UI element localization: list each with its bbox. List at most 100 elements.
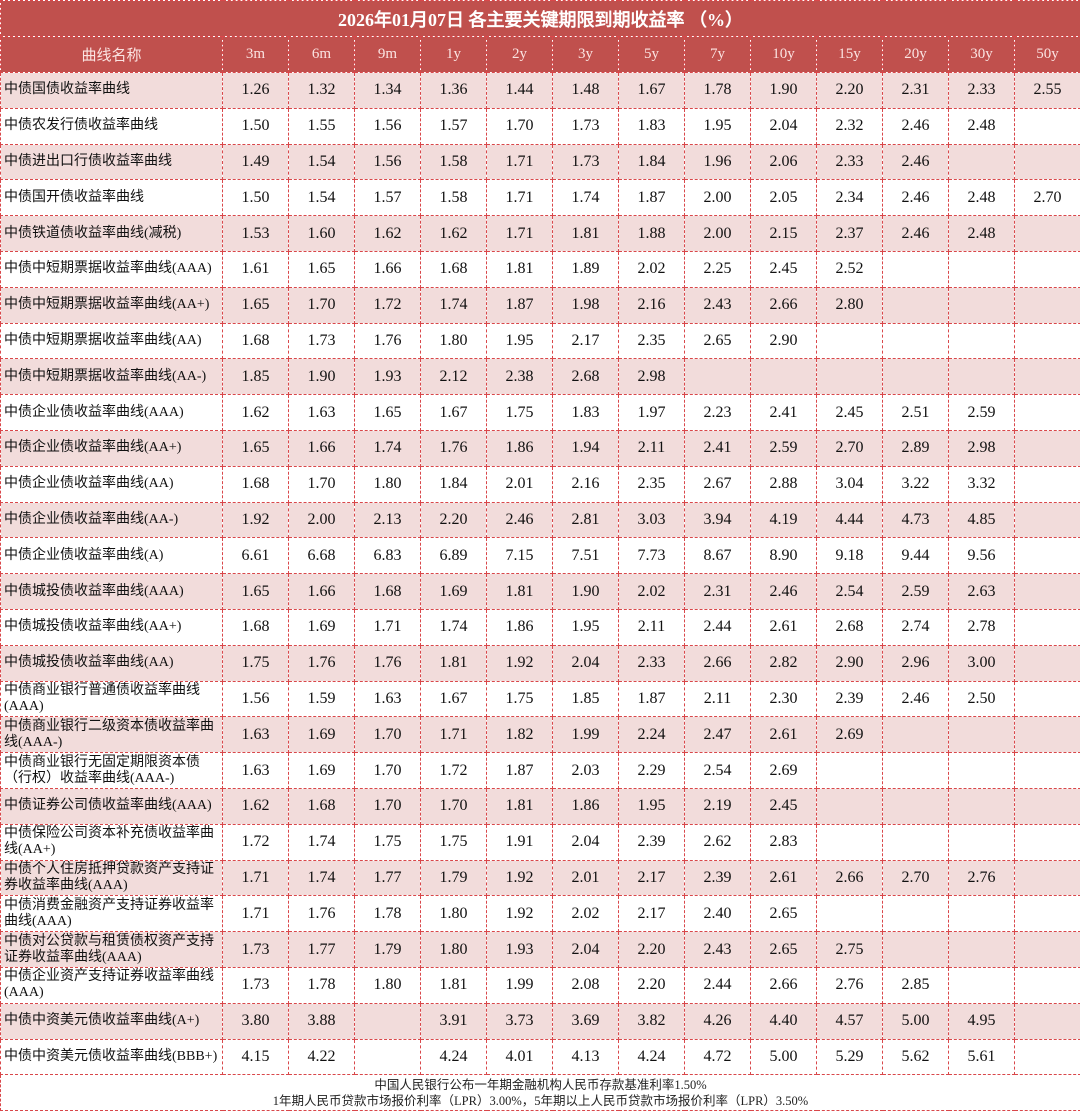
curve-name: 中债企业债收益率曲线(AAA) xyxy=(1,395,223,431)
yield-cell-3m: 1.65 xyxy=(223,574,289,610)
yield-cell-2y: 2.01 xyxy=(487,466,553,502)
yield-cell-20y: 2.31 xyxy=(883,73,949,109)
yield-cell-6m: 1.76 xyxy=(289,896,355,932)
column-header-1y: 1y xyxy=(421,37,487,73)
yield-cell-9m: 1.56 xyxy=(355,144,421,180)
yield-cell-2y: 1.71 xyxy=(487,144,553,180)
yield-cell-15y: 2.69 xyxy=(817,717,883,753)
yield-cell-3m: 1.63 xyxy=(223,753,289,789)
yield-cell-20y: 4.73 xyxy=(883,502,949,538)
yield-cell-50y xyxy=(1015,538,1080,574)
yield-cell-9m: 1.71 xyxy=(355,609,421,645)
column-header-name: 曲线名称 xyxy=(1,37,223,73)
curve-name: 中债个人住房抵押贷款资产支持证券收益率曲线(AAA) xyxy=(1,860,223,896)
yield-cell-15y xyxy=(817,896,883,932)
curve-name: 中债中资美元债收益率曲线(A+) xyxy=(1,1003,223,1039)
column-header-30y: 30y xyxy=(949,37,1015,73)
yield-cell-1y: 1.75 xyxy=(421,824,487,860)
column-header-20y: 20y xyxy=(883,37,949,73)
curve-name: 中债企业债收益率曲线(AA) xyxy=(1,466,223,502)
yield-cell-2y: 1.92 xyxy=(487,896,553,932)
yield-cell-6m: 1.78 xyxy=(289,967,355,1003)
yield-cell-1y: 4.24 xyxy=(421,1039,487,1075)
curve-name: 中债城投债收益率曲线(AA) xyxy=(1,645,223,681)
curve-name: 中债农发行债收益率曲线 xyxy=(1,108,223,144)
yield-cell-7y: 2.00 xyxy=(685,216,751,252)
yield-cell-7y: 2.43 xyxy=(685,932,751,968)
yield-cell-3y: 2.68 xyxy=(553,359,619,395)
column-header-3y: 3y xyxy=(553,37,619,73)
yield-cell-9m: 2.13 xyxy=(355,502,421,538)
yield-cell-50y xyxy=(1015,967,1080,1003)
yield-cell-10y: 2.06 xyxy=(751,144,817,180)
yield-cell-5y: 4.24 xyxy=(619,1039,685,1075)
yield-cell-3y: 2.04 xyxy=(553,824,619,860)
yield-cell-3m: 1.73 xyxy=(223,932,289,968)
yield-cell-5y: 1.87 xyxy=(619,180,685,216)
yield-cell-50y xyxy=(1015,574,1080,610)
yield-cell-7y: 2.67 xyxy=(685,466,751,502)
yield-cell-7y: 1.96 xyxy=(685,144,751,180)
yield-cell-50y xyxy=(1015,681,1080,717)
yield-cell-1y: 1.81 xyxy=(421,967,487,1003)
table-title: 2026年01月07日 各主要关键期限到期收益率 （%） xyxy=(1,1,1080,37)
yield-cell-3m: 1.68 xyxy=(223,466,289,502)
footer-lpr: 1年期人民币贷款市场报价利率（LPR）3.00%，5年期以上人民币贷款市场报价利… xyxy=(1,1093,1080,1109)
yield-cell-15y xyxy=(817,323,883,359)
yield-cell-20y: 2.46 xyxy=(883,108,949,144)
yield-cell-5y: 2.16 xyxy=(619,287,685,323)
yield-cell-6m: 1.54 xyxy=(289,144,355,180)
yield-cell-9m: 1.57 xyxy=(355,180,421,216)
yield-cell-15y xyxy=(817,359,883,395)
yield-cell-6m: 1.66 xyxy=(289,574,355,610)
yield-cell-10y: 2.41 xyxy=(751,395,817,431)
yield-cell-3y: 1.95 xyxy=(553,609,619,645)
yield-cell-20y: 5.00 xyxy=(883,1003,949,1039)
yield-cell-3y: 1.99 xyxy=(553,717,619,753)
yield-cell-9m: 1.80 xyxy=(355,967,421,1003)
yield-cell-20y xyxy=(883,788,949,824)
yield-cell-9m: 1.62 xyxy=(355,216,421,252)
yield-cell-50y xyxy=(1015,323,1080,359)
yield-cell-30y: 5.61 xyxy=(949,1039,1015,1075)
yield-cell-20y xyxy=(883,251,949,287)
curve-name: 中债商业银行二级资本债收益率曲线(AAA-) xyxy=(1,717,223,753)
yield-cell-5y: 2.35 xyxy=(619,466,685,502)
yield-cell-5y: 2.17 xyxy=(619,896,685,932)
yield-cell-10y: 2.45 xyxy=(751,251,817,287)
yield-cell-50y xyxy=(1015,788,1080,824)
yield-cell-6m: 1.70 xyxy=(289,466,355,502)
yield-cell-30y xyxy=(949,717,1015,753)
yield-cell-2y: 1.71 xyxy=(487,216,553,252)
yield-cell-1y: 3.91 xyxy=(421,1003,487,1039)
yield-cell-9m xyxy=(355,1039,421,1075)
yield-cell-20y: 2.46 xyxy=(883,180,949,216)
yield-cell-20y: 2.96 xyxy=(883,645,949,681)
yield-cell-15y: 5.29 xyxy=(817,1039,883,1075)
yield-cell-5y: 1.95 xyxy=(619,788,685,824)
yield-cell-2y: 1.91 xyxy=(487,824,553,860)
yield-cell-15y xyxy=(817,824,883,860)
yield-cell-9m: 1.68 xyxy=(355,574,421,610)
yield-cell-3y: 7.51 xyxy=(553,538,619,574)
yield-cell-9m: 1.56 xyxy=(355,108,421,144)
yield-cell-10y: 2.88 xyxy=(751,466,817,502)
yield-cell-20y: 9.44 xyxy=(883,538,949,574)
yield-cell-1y: 1.62 xyxy=(421,216,487,252)
yield-cell-3y: 1.86 xyxy=(553,788,619,824)
yield-cell-50y xyxy=(1015,108,1080,144)
yield-cell-7y: 2.39 xyxy=(685,860,751,896)
yield-cell-1y: 1.80 xyxy=(421,896,487,932)
curve-name: 中债铁道债收益率曲线(减税) xyxy=(1,216,223,252)
yield-cell-5y: 2.20 xyxy=(619,967,685,1003)
yield-cell-30y: 2.33 xyxy=(949,73,1015,109)
yield-cell-15y: 4.44 xyxy=(817,502,883,538)
